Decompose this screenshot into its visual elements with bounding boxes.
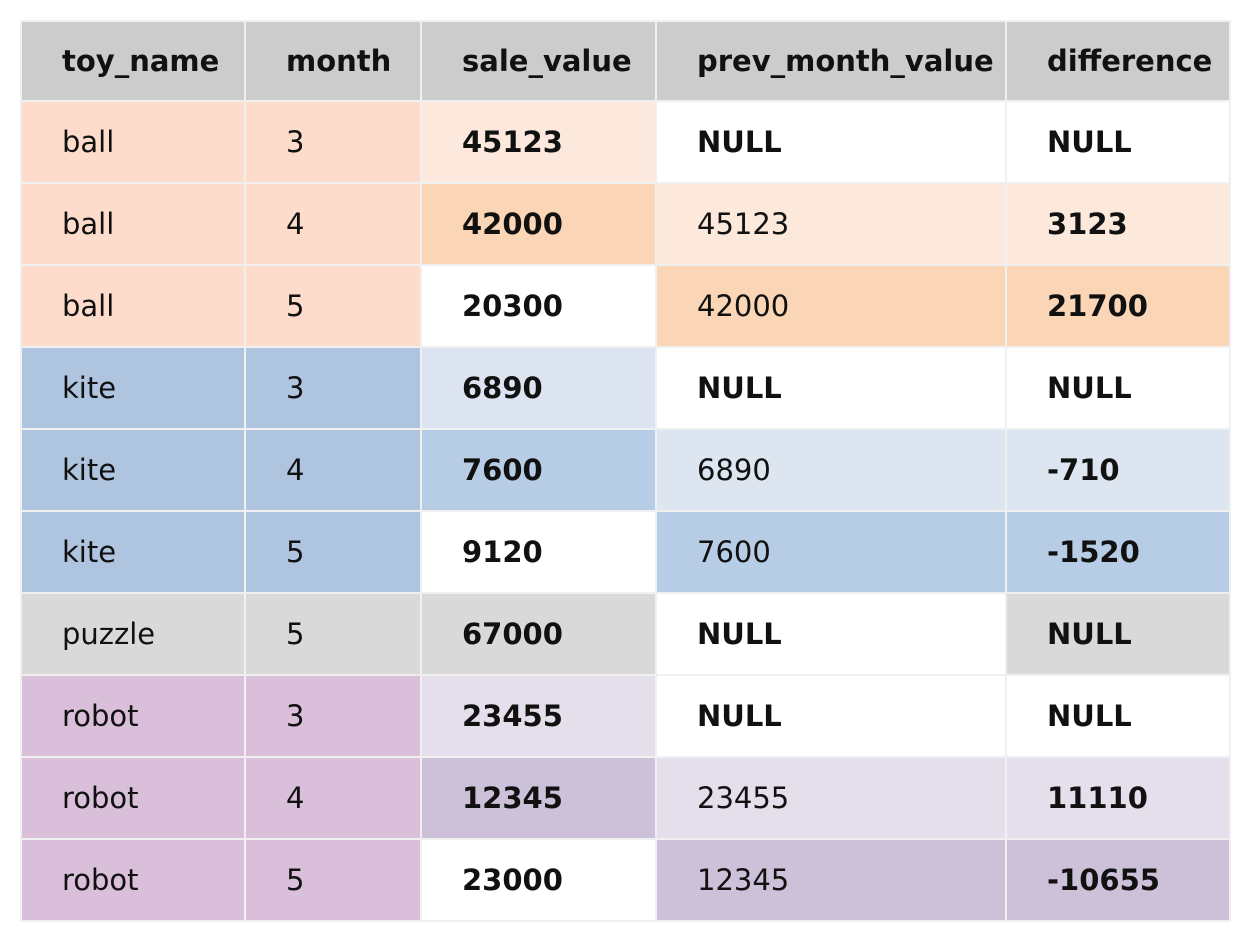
table-row: kite 4 7600 6890 -710: [20, 428, 1231, 512]
table-cell: 45123: [420, 100, 657, 184]
table-cell: 21700: [1005, 264, 1231, 348]
table-cell: 3123: [1005, 182, 1231, 266]
table-cell: 3: [244, 100, 422, 184]
table-cell: 6890: [420, 346, 657, 430]
table-cell: puzzle: [20, 592, 246, 676]
table-cell: 45123: [655, 182, 1007, 266]
table-cell: kite: [20, 346, 246, 430]
column-header: sale_value: [420, 20, 657, 102]
table-cell: 7600: [655, 510, 1007, 594]
column-header: difference: [1005, 20, 1231, 102]
table-cell: 12345: [420, 756, 657, 840]
table-cell: kite: [20, 510, 246, 594]
table-cell: NULL: [655, 592, 1007, 676]
column-header: toy_name: [20, 20, 246, 102]
table-cell: 11110: [1005, 756, 1231, 840]
table-row: robot 5 23000 12345 -10655: [20, 838, 1231, 922]
column-header: prev_month_value: [655, 20, 1007, 102]
table-cell: 5: [244, 264, 422, 348]
table-cell: 12345: [655, 838, 1007, 922]
table-cell: NULL: [655, 674, 1007, 758]
table-cell: robot: [20, 674, 246, 758]
table-cell: NULL: [1005, 674, 1231, 758]
table-cell: 23455: [420, 674, 657, 758]
table-cell: ball: [20, 264, 246, 348]
table-cell: 23000: [420, 838, 657, 922]
table-cell: -710: [1005, 428, 1231, 512]
table-cell: 5: [244, 838, 422, 922]
table-cell: 20300: [420, 264, 657, 348]
table-row: puzzle 5 67000 NULL NULL: [20, 592, 1231, 676]
table-cell: ball: [20, 182, 246, 266]
table-cell: -10655: [1005, 838, 1231, 922]
result-table: toy_name month sale_value prev_month_value d…: [20, 20, 1231, 922]
table-cell: 4: [244, 182, 422, 266]
table-row: ball 3 45123 NULL NULL: [20, 100, 1231, 184]
table-cell: 4: [244, 428, 422, 512]
table-cell: 9120: [420, 510, 657, 594]
table-cell: 4: [244, 756, 422, 840]
table-cell: 5: [244, 510, 422, 594]
table-cell: NULL: [655, 346, 1007, 430]
table-cell: 42000: [655, 264, 1007, 348]
table-cell: 3: [244, 346, 422, 430]
table-row: kite 3 6890 NULL NULL: [20, 346, 1231, 430]
table-cell: NULL: [1005, 100, 1231, 184]
table-row: robot 3 23455 NULL NULL: [20, 674, 1231, 758]
table-cell: 42000: [420, 182, 657, 266]
table-cell: NULL: [655, 100, 1007, 184]
table-row: ball 4 42000 45123 3123: [20, 182, 1231, 266]
table-row: kite 5 9120 7600 -1520: [20, 510, 1231, 594]
table-cell: NULL: [1005, 592, 1231, 676]
column-header: month: [244, 20, 422, 102]
table-cell: ball: [20, 100, 246, 184]
table-row: ball 5 20300 42000 21700: [20, 264, 1231, 348]
table-cell: robot: [20, 838, 246, 922]
table-cell: 6890: [655, 428, 1007, 512]
table-cell: 23455: [655, 756, 1007, 840]
table-cell: kite: [20, 428, 246, 512]
header-row: toy_name month sale_value prev_month_value d…: [20, 20, 1231, 102]
table-cell: 7600: [420, 428, 657, 512]
table-body: ball 3 45123 NULL NULL ball 4 42000 45123 3123 bal…: [20, 100, 1231, 922]
table-cell: 67000: [420, 592, 657, 676]
table-cell: 5: [244, 592, 422, 676]
table-cell: 3: [244, 674, 422, 758]
table-row: robot 4 12345 23455 11110: [20, 756, 1231, 840]
table-cell: robot: [20, 756, 246, 840]
table-cell: NULL: [1005, 346, 1231, 430]
table-cell: -1520: [1005, 510, 1231, 594]
